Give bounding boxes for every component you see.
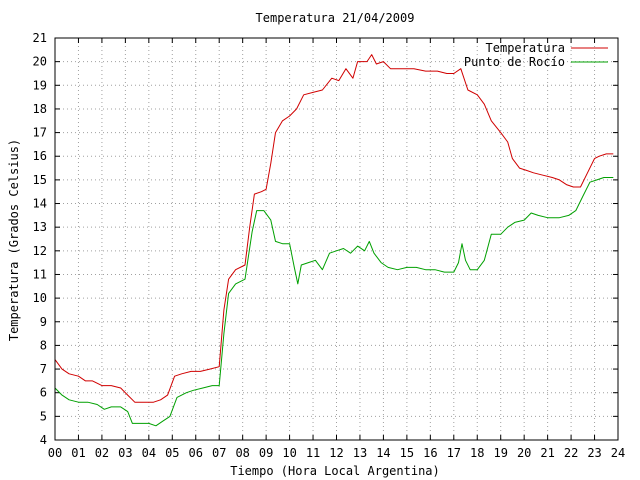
y-tick-label: 18 xyxy=(33,102,47,116)
y-tick-label: 10 xyxy=(33,291,47,305)
legend-label-punto-de-rocio: Punto de Rocío xyxy=(464,55,565,69)
x-tick-label: 24 xyxy=(611,446,625,460)
x-tick-label: 00 xyxy=(48,446,62,460)
y-tick-label: 19 xyxy=(33,78,47,92)
x-tick-label: 10 xyxy=(282,446,296,460)
y-tick-label: 8 xyxy=(40,338,47,352)
x-tick-label: 01 xyxy=(71,446,85,460)
y-tick-label: 20 xyxy=(33,55,47,69)
x-tick-label: 04 xyxy=(142,446,156,460)
y-axis-label: Temperatura (Grados Celsius) xyxy=(7,139,21,341)
legend-label-temperatura: Temperatura xyxy=(486,41,565,55)
x-tick-label: 09 xyxy=(259,446,273,460)
x-tick-label: 06 xyxy=(189,446,203,460)
x-tick-label: 22 xyxy=(564,446,578,460)
x-tick-label: 17 xyxy=(447,446,461,460)
y-tick-label: 17 xyxy=(33,126,47,140)
x-tick-label: 08 xyxy=(235,446,249,460)
x-tick-label: 19 xyxy=(493,446,507,460)
y-tick-label: 14 xyxy=(33,197,47,211)
x-tick-label: 15 xyxy=(400,446,414,460)
y-tick-label: 5 xyxy=(40,409,47,423)
x-tick-label: 11 xyxy=(306,446,320,460)
series-lines xyxy=(54,54,614,427)
y-tick-label: 15 xyxy=(33,173,47,187)
y-tick-label: 13 xyxy=(33,220,47,234)
x-tick-label: 18 xyxy=(470,446,484,460)
y-tick-label: 12 xyxy=(33,244,47,258)
plot-frame xyxy=(54,37,619,441)
grid xyxy=(55,38,618,440)
x-tick-label: 21 xyxy=(540,446,554,460)
x-tick-label: 14 xyxy=(376,446,390,460)
x-tick-label: 05 xyxy=(165,446,179,460)
y-tick-label: 6 xyxy=(40,386,47,400)
y-tick-label: 4 xyxy=(40,433,47,447)
x-tick-label: 03 xyxy=(118,446,132,460)
series-line-0 xyxy=(54,54,614,403)
x-tick-label: 02 xyxy=(95,446,109,460)
y-tick-label: 11 xyxy=(33,267,47,281)
x-tick-label: 13 xyxy=(353,446,367,460)
y-tick-label: 9 xyxy=(40,315,47,329)
series-line-1 xyxy=(54,177,614,427)
y-tick-label: 21 xyxy=(33,31,47,45)
legend: Temperatura Punto de Rocío xyxy=(464,41,608,69)
axis-ticks: 00 01 02 03 04 05 06 07 08 09 10 11 12 13 14 15 16 17 18 19… xyxy=(33,31,626,460)
y-tick-label: 7 xyxy=(40,362,47,376)
chart-title: Temperatura 21/04/2009 xyxy=(256,11,415,25)
x-tick-label: 20 xyxy=(517,446,531,460)
y-tick-label: 16 xyxy=(33,149,47,163)
x-tick-label: 23 xyxy=(587,446,601,460)
x-tick-label: 16 xyxy=(423,446,437,460)
x-axis-label: Tiempo (Hora Local Argentina) xyxy=(230,464,440,478)
x-tick-label: 12 xyxy=(329,446,343,460)
x-tick-label: 07 xyxy=(212,446,226,460)
